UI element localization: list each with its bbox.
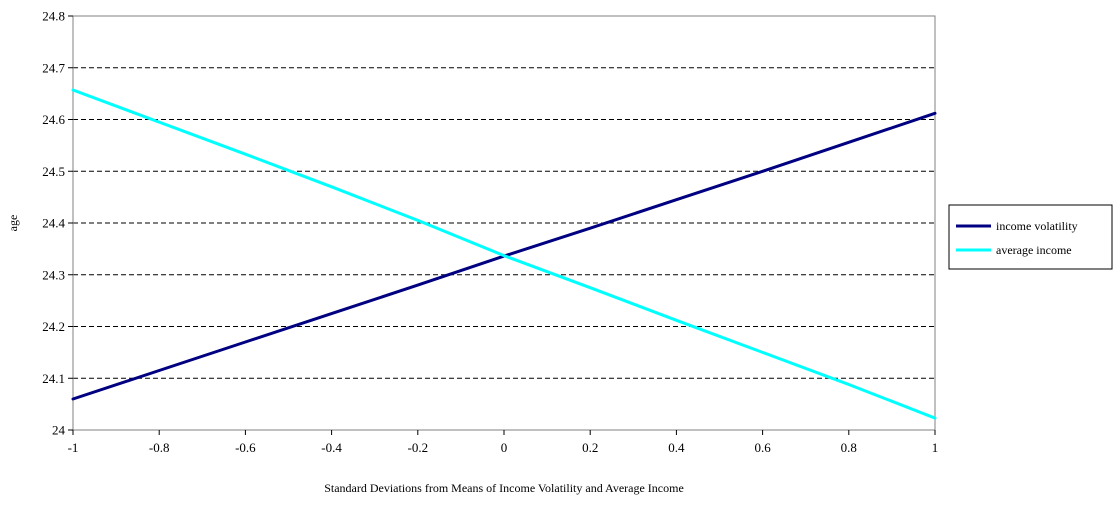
series-line-average-income <box>71 88 937 420</box>
x-tick-label: 0 <box>501 440 508 455</box>
y-tick-label: 24 <box>52 423 66 438</box>
x-tick-label: -0.6 <box>235 440 256 455</box>
legend: income volatility average income <box>948 204 1113 270</box>
x-tick-label: -0.8 <box>149 440 170 455</box>
y-tick-label: 24.3 <box>42 267 65 282</box>
x-tick-label: 0.6 <box>754 440 771 455</box>
x-tick-label: 1 <box>932 440 939 455</box>
x-tick-label: 0.4 <box>668 440 685 455</box>
x-tick-label: -0.4 <box>321 440 342 455</box>
y-tick-label: 24.8 <box>42 9 65 24</box>
grid-lines <box>73 67 935 379</box>
x-tick-label: -1 <box>68 440 79 455</box>
x-axis-title: Standard Deviations from Means of Income… <box>324 481 684 495</box>
x-tick-label: 0.2 <box>582 440 598 455</box>
y-axis-title: age <box>6 215 20 232</box>
y-tick-label: 24.5 <box>42 164 65 179</box>
y-tick-label: 24.7 <box>42 60 65 75</box>
x-tick-label: 0.8 <box>841 440 857 455</box>
y-tick-label: 24.6 <box>42 112 65 127</box>
axes: 24 24.1 24.2 24.3 24.4 24.5 24.6 24.7 24.8 -1 -0.8… <box>42 9 938 456</box>
y-tick-label: 24.2 <box>42 319 65 334</box>
x-tick-label: -0.2 <box>408 440 429 455</box>
y-tick-label: 24.4 <box>42 216 65 231</box>
legend-label-income-volatility: income volatility <box>996 219 1078 233</box>
legend-box <box>948 204 1113 270</box>
legend-label-average-income: average income <box>996 243 1072 257</box>
y-tick-label: 24.1 <box>42 371 65 386</box>
series-lines <box>71 88 937 420</box>
